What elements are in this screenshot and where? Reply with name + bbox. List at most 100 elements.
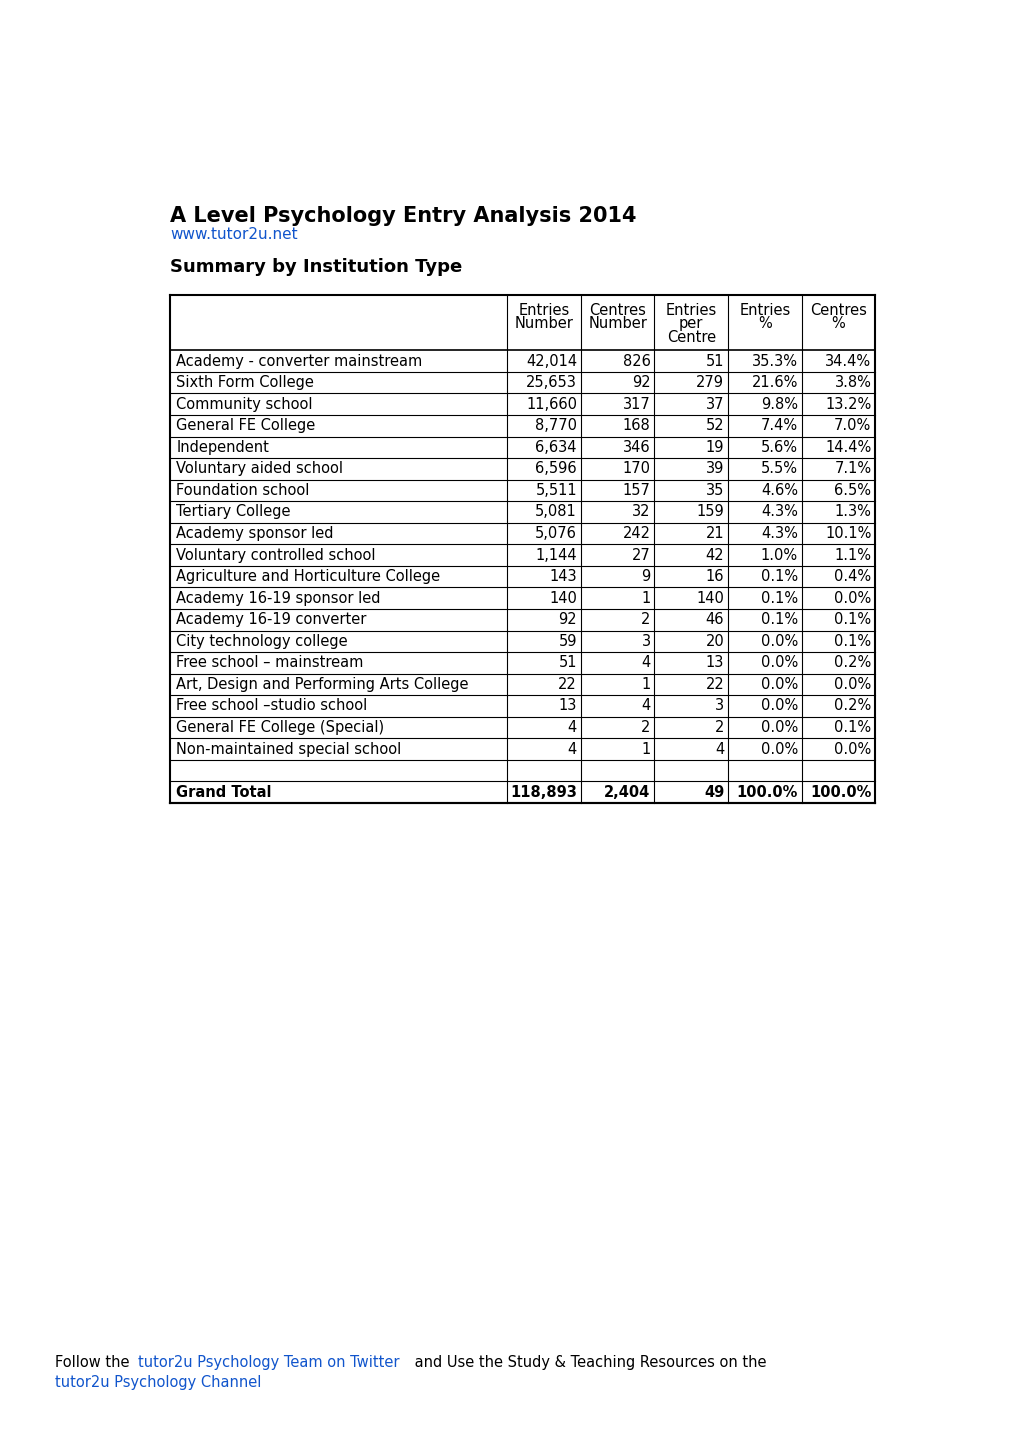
Text: 7.4%: 7.4% (760, 418, 797, 433)
Text: 16: 16 (705, 569, 723, 584)
Text: Academy 16-19 sponsor led: Academy 16-19 sponsor led (176, 590, 380, 606)
Text: 27: 27 (631, 547, 650, 563)
Text: Agriculture and Horticulture College: Agriculture and Horticulture College (176, 569, 440, 584)
Text: Centre: Centre (666, 330, 715, 345)
Text: 100.0%: 100.0% (736, 785, 797, 799)
Text: 5,076: 5,076 (535, 527, 577, 541)
Text: per: per (679, 316, 703, 332)
Text: 37: 37 (705, 397, 723, 411)
Text: www.tutor2u.net: www.tutor2u.net (170, 227, 298, 242)
Text: 0.0%: 0.0% (760, 698, 797, 713)
Text: 42: 42 (705, 547, 723, 563)
Text: 49: 49 (703, 785, 723, 799)
Text: Tertiary College: Tertiary College (176, 505, 290, 519)
Text: 4: 4 (641, 698, 650, 713)
Text: Non-maintained special school: Non-maintained special school (176, 742, 401, 756)
Text: 1.3%: 1.3% (834, 505, 870, 519)
Text: Centres: Centres (809, 303, 866, 317)
Text: 118,893: 118,893 (510, 785, 577, 799)
Text: 3: 3 (641, 633, 650, 649)
Text: 157: 157 (623, 483, 650, 498)
Text: 0.0%: 0.0% (760, 633, 797, 649)
Text: 51: 51 (705, 354, 723, 368)
Text: 0.0%: 0.0% (760, 742, 797, 756)
Text: Entries: Entries (665, 303, 716, 317)
Text: Follow the: Follow the (55, 1355, 133, 1369)
Text: 14.4%: 14.4% (824, 440, 870, 455)
Text: 22: 22 (705, 677, 723, 693)
Text: Voluntary aided school: Voluntary aided school (176, 462, 343, 476)
Text: 0.1%: 0.1% (834, 720, 870, 734)
Text: 7.0%: 7.0% (834, 418, 870, 433)
Text: Independent: Independent (176, 440, 269, 455)
Text: 35: 35 (705, 483, 723, 498)
Text: 0.1%: 0.1% (760, 590, 797, 606)
Text: Art, Design and Performing Arts College: Art, Design and Performing Arts College (176, 677, 469, 693)
Text: 4: 4 (568, 720, 577, 734)
Text: 168: 168 (623, 418, 650, 433)
Text: 0.0%: 0.0% (834, 742, 870, 756)
Text: 6,596: 6,596 (535, 462, 577, 476)
Text: %: % (757, 316, 771, 332)
Text: 51: 51 (558, 655, 577, 671)
Text: 0.0%: 0.0% (760, 655, 797, 671)
Text: Entries: Entries (739, 303, 790, 317)
Text: 2: 2 (641, 720, 650, 734)
Text: 6.5%: 6.5% (834, 483, 870, 498)
Text: 3.8%: 3.8% (834, 375, 870, 390)
Text: City technology college: City technology college (176, 633, 347, 649)
Text: General FE College: General FE College (176, 418, 315, 433)
Text: 826: 826 (623, 354, 650, 368)
Text: 140: 140 (696, 590, 723, 606)
Text: Academy 16-19 converter: Academy 16-19 converter (176, 612, 367, 628)
Text: 0.0%: 0.0% (760, 720, 797, 734)
Text: Free school –studio school: Free school –studio school (176, 698, 367, 713)
Text: 1.0%: 1.0% (760, 547, 797, 563)
Text: tutor2u Psychology Team on Twitter: tutor2u Psychology Team on Twitter (138, 1355, 399, 1369)
Text: 100.0%: 100.0% (809, 785, 870, 799)
Text: 19: 19 (705, 440, 723, 455)
Text: Academy sponsor led: Academy sponsor led (176, 527, 333, 541)
Text: 0.0%: 0.0% (760, 677, 797, 693)
Text: 13.2%: 13.2% (824, 397, 870, 411)
Text: 39: 39 (705, 462, 723, 476)
Text: 46: 46 (705, 612, 723, 628)
Text: 34.4%: 34.4% (824, 354, 870, 368)
Text: 2,404: 2,404 (604, 785, 650, 799)
Text: 1: 1 (641, 742, 650, 756)
Text: 0.2%: 0.2% (834, 698, 870, 713)
Text: 1,144: 1,144 (535, 547, 577, 563)
Text: 1: 1 (641, 677, 650, 693)
Text: 35.3%: 35.3% (751, 354, 797, 368)
Text: 59: 59 (558, 633, 577, 649)
Text: 0.1%: 0.1% (834, 612, 870, 628)
Text: 2: 2 (714, 720, 723, 734)
Text: 13: 13 (558, 698, 577, 713)
Text: 92: 92 (557, 612, 577, 628)
Text: 0.4%: 0.4% (834, 569, 870, 584)
Text: 143: 143 (549, 569, 577, 584)
Text: 25,653: 25,653 (526, 375, 577, 390)
Text: 346: 346 (623, 440, 650, 455)
Text: 279: 279 (696, 375, 723, 390)
Text: Grand Total: Grand Total (176, 785, 271, 799)
Text: 0.1%: 0.1% (834, 633, 870, 649)
Text: 2: 2 (641, 612, 650, 628)
Text: 4: 4 (714, 742, 723, 756)
Text: 6,634: 6,634 (535, 440, 577, 455)
Text: 4.6%: 4.6% (760, 483, 797, 498)
Text: 5.6%: 5.6% (760, 440, 797, 455)
Text: 7.1%: 7.1% (834, 462, 870, 476)
Text: 5,081: 5,081 (535, 505, 577, 519)
Text: 9: 9 (641, 569, 650, 584)
Text: Number: Number (588, 316, 646, 332)
Text: 52: 52 (705, 418, 723, 433)
Text: Foundation school: Foundation school (176, 483, 310, 498)
Text: Centres: Centres (589, 303, 645, 317)
Text: 21.6%: 21.6% (751, 375, 797, 390)
Text: %: % (830, 316, 845, 332)
Text: Number: Number (515, 316, 573, 332)
Text: 4: 4 (568, 742, 577, 756)
Text: tutor2u Psychology Channel: tutor2u Psychology Channel (55, 1375, 261, 1390)
Text: 92: 92 (632, 375, 650, 390)
